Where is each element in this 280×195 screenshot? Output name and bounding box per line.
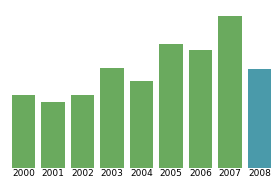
Bar	[218, 16, 242, 168]
Bar	[100, 68, 124, 168]
Bar	[41, 102, 65, 168]
Bar	[11, 95, 35, 168]
Bar	[248, 69, 271, 168]
Bar	[189, 51, 212, 168]
Bar	[71, 95, 94, 168]
Bar	[130, 82, 153, 168]
Bar	[159, 43, 183, 168]
